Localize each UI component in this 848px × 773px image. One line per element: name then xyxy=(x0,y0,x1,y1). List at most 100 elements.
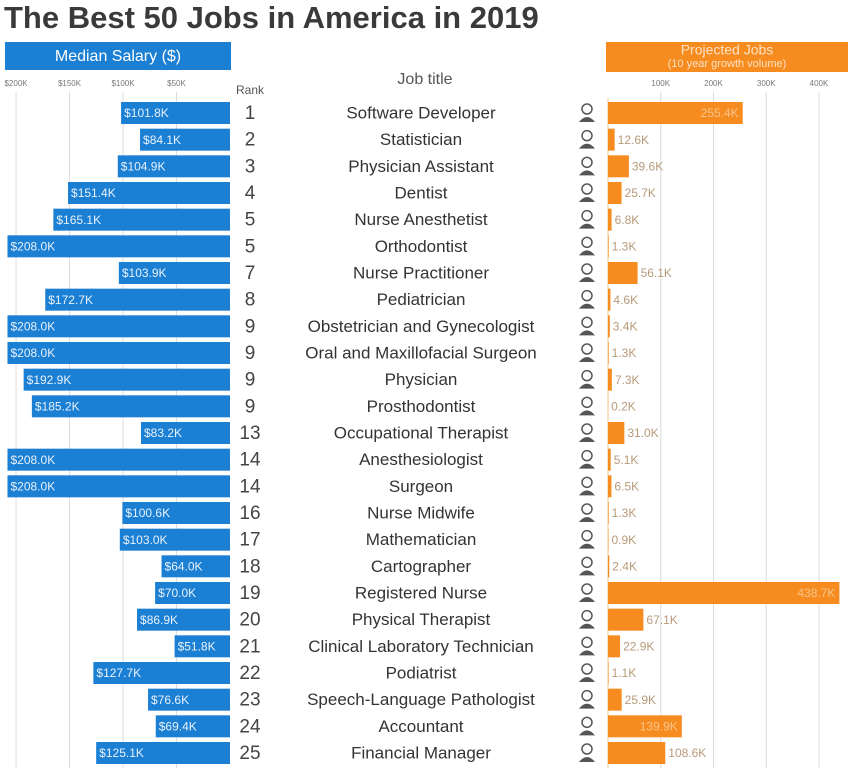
job-icon xyxy=(579,624,595,629)
jobs-value-label: 22.9K xyxy=(623,640,654,654)
job-icon xyxy=(579,490,595,495)
x-tick-label: $100K xyxy=(111,79,135,88)
job-title: Financial Manager xyxy=(351,743,491,762)
jobs-value-label: 31.0K xyxy=(627,426,658,440)
job-icon xyxy=(579,570,595,575)
job-icon xyxy=(582,211,592,221)
x2-tick-label: 200K xyxy=(704,79,723,88)
jobs-bar xyxy=(608,449,611,471)
jobs-bar xyxy=(608,689,622,711)
job-icon xyxy=(579,384,595,389)
jobs-value-label: 25.7K xyxy=(625,186,656,200)
salary-value-label: $84.1K xyxy=(143,133,181,147)
x-tick-label: $200K xyxy=(4,79,28,88)
job-title: Cartographer xyxy=(371,557,472,576)
job-icon xyxy=(582,691,592,701)
job-title: Nurse Practitioner xyxy=(353,263,489,282)
job-icon xyxy=(579,330,595,335)
salary-value-label: $104.9K xyxy=(121,160,166,174)
jobs-bar xyxy=(608,475,611,497)
salary-value-label: $101.8K xyxy=(124,106,169,120)
job-icon xyxy=(582,397,592,407)
rank: 19 xyxy=(239,583,260,604)
x2-tick-label: 300K xyxy=(757,79,776,88)
jobs-value-label: 4.6K xyxy=(613,293,638,307)
job-icon xyxy=(582,504,592,514)
job-title: Physician xyxy=(385,370,458,389)
jobs-value-label: 255.4K xyxy=(701,106,739,120)
job-icon xyxy=(582,344,592,354)
job-title: Clinical Laboratory Technician xyxy=(308,637,534,656)
jobs-bar xyxy=(608,182,622,204)
jobs-value-label: 7.3K xyxy=(615,373,640,387)
jobs-value-label: 2.4K xyxy=(612,560,637,574)
job-icon xyxy=(579,304,595,309)
rank: 13 xyxy=(239,423,260,444)
job-icon xyxy=(582,531,592,541)
job-icon xyxy=(582,664,592,674)
job-title: Physician Assistant xyxy=(348,157,494,176)
salary-value-label: $83.2K xyxy=(144,426,182,440)
job-title: Anesthesiologist xyxy=(359,450,483,469)
job-icon xyxy=(579,544,595,549)
job-icon xyxy=(579,757,595,762)
rank: 9 xyxy=(245,396,256,417)
jobs-bar xyxy=(608,209,612,231)
job-icon xyxy=(582,557,592,567)
rank: 1 xyxy=(245,103,256,124)
jobs-bar xyxy=(608,342,609,364)
job-icon xyxy=(582,264,592,274)
job-icon xyxy=(582,717,592,727)
job-title: Accountant xyxy=(378,717,463,736)
job-title: Occupational Therapist xyxy=(334,423,509,442)
job-icon xyxy=(582,584,592,594)
jobs-value-label: 5.1K xyxy=(614,453,639,467)
job-title: Obstetrician and Gynecologist xyxy=(308,317,535,336)
rank: 14 xyxy=(239,450,261,471)
job-icon xyxy=(582,477,592,487)
job-icon xyxy=(579,464,595,469)
jobs-bar xyxy=(608,422,624,444)
jobs-value-label: 0.2K xyxy=(611,400,636,414)
job-icon xyxy=(582,131,592,141)
jobs-value-label: 108.6K xyxy=(668,746,706,760)
jobs-value-label: 3.4K xyxy=(613,320,638,334)
chart-title: The Best 50 Jobs in America in 2019 xyxy=(4,0,539,35)
job-title: Statistician xyxy=(380,130,462,149)
jobs-bar xyxy=(608,155,629,177)
salary-value-label: $51.8K xyxy=(178,640,216,654)
salary-value-label: $208.0K xyxy=(10,346,55,360)
jobs-value-label: 67.1K xyxy=(646,613,677,627)
salary-value-label: $208.0K xyxy=(10,320,55,334)
job-title: Nurse Anesthetist xyxy=(354,210,488,229)
job-title: Pediatrician xyxy=(377,290,466,309)
jobs-value-label: 25.9K xyxy=(625,693,656,707)
salary-value-label: $103.0K xyxy=(123,533,168,547)
rank: 16 xyxy=(239,503,260,524)
salary-value-label: $100.6K xyxy=(125,506,170,520)
rank: 14 xyxy=(239,476,261,497)
rank: 24 xyxy=(239,716,261,737)
jobs-bar xyxy=(608,662,609,684)
job-icon xyxy=(579,517,595,522)
job-icon xyxy=(582,184,592,194)
salary-value-label: $208.0K xyxy=(10,240,55,254)
jobs-bar xyxy=(608,369,612,391)
jobs-bar xyxy=(608,129,615,151)
job-icon xyxy=(582,317,592,327)
jobs-value-label: 12.6K xyxy=(618,133,649,147)
salary-value-label: $192.9K xyxy=(27,373,72,387)
jobs-bar xyxy=(608,609,643,631)
salary-value-label: $76.6K xyxy=(151,693,189,707)
job-icon xyxy=(579,677,595,682)
rank: 5 xyxy=(245,210,256,231)
job-title: Software Developer xyxy=(346,103,496,122)
jobs-bar xyxy=(608,289,610,311)
jobs-value-label: 6.8K xyxy=(615,213,640,227)
job-icon xyxy=(579,197,595,202)
job-icon xyxy=(579,144,595,149)
job-icon xyxy=(579,597,595,602)
jobs-bar xyxy=(608,555,609,577)
jobs-value-label: 1.3K xyxy=(612,346,637,360)
